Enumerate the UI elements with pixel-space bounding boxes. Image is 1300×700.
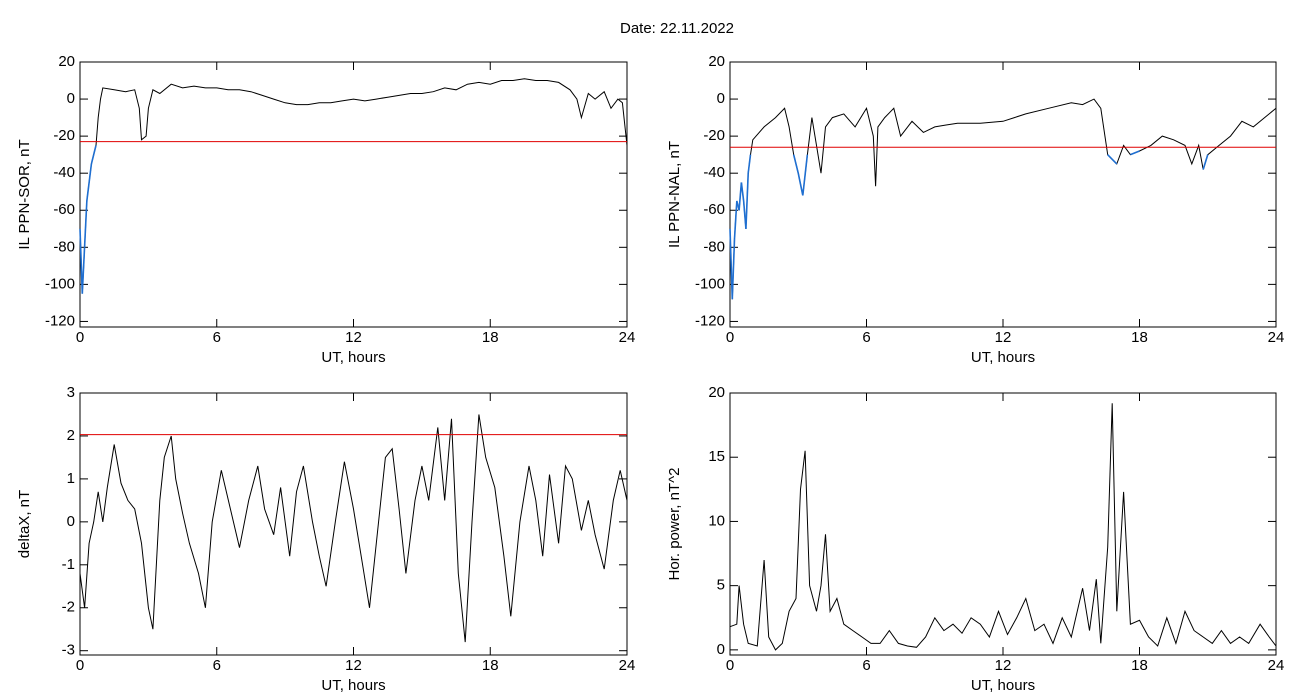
below-threshold-segment	[1107, 154, 1118, 165]
below-threshold-segment	[729, 228, 734, 300]
x-tick-label: 18	[1131, 329, 1148, 346]
data-line	[729, 403, 1277, 651]
y-tick-label: -60	[53, 201, 75, 218]
y-tick-label: 0	[717, 90, 725, 107]
x-axis-label: UT, hours	[321, 677, 385, 694]
x-tick-label: 24	[619, 329, 636, 346]
below-threshold-segment	[79, 228, 84, 294]
y-tick-label: -120	[695, 312, 725, 329]
x-tick-label: 18	[482, 657, 499, 674]
x-axis-label: UT, hours	[321, 349, 385, 366]
x-tick-label: 18	[1131, 657, 1148, 674]
y-axis-label: IL PPN-NAL, nT	[666, 141, 683, 248]
below-threshold-segment	[83, 200, 88, 248]
y-tick-label: -80	[53, 238, 75, 255]
y-tick-label: 3	[67, 384, 75, 401]
below-threshold-segment	[86, 182, 90, 202]
x-tick-label: 6	[862, 657, 870, 674]
below-threshold-segment	[1130, 150, 1140, 156]
data-line	[79, 414, 628, 643]
y-tick-label: -40	[703, 164, 725, 181]
y-tick-label: 20	[58, 53, 75, 70]
x-tick-label: 0	[726, 657, 734, 674]
y-axis-label: IL PPN-SOR, nT	[16, 139, 33, 249]
y-tick-label: -1	[62, 556, 75, 573]
x-tick-label: 0	[76, 329, 84, 346]
y-tick-label: -20	[703, 127, 725, 144]
y-tick-label: -100	[695, 275, 725, 292]
y-tick-label: -60	[703, 201, 725, 218]
below-threshold-segment	[88, 163, 93, 183]
y-tick-label: 15	[708, 448, 725, 465]
y-tick-label: 5	[717, 577, 725, 594]
x-tick-label: 24	[1268, 657, 1285, 674]
below-threshold-segment	[738, 182, 743, 211]
x-tick-label: 0	[76, 657, 84, 674]
x-tick-label: 0	[726, 329, 734, 346]
y-axis-label: deltaX, nT	[16, 490, 33, 558]
y-tick-label: 0	[67, 513, 75, 530]
y-tick-label: 20	[708, 384, 725, 401]
y-tick-label: 2	[67, 427, 75, 444]
below-threshold-segment	[745, 173, 749, 229]
x-tick-label: 12	[345, 329, 362, 346]
below-threshold-segment	[797, 173, 804, 196]
x-tick-label: 18	[482, 329, 499, 346]
y-tick-label: 20	[708, 53, 725, 70]
y-axis-label: Hor. power, nT^2	[666, 468, 683, 581]
below-threshold-segment	[733, 200, 738, 239]
figure-title: Date: 22.11.2022	[620, 20, 734, 37]
below-threshold-segment	[747, 154, 752, 174]
y-tick-label: -2	[62, 599, 75, 616]
y-tick-label: -120	[45, 312, 75, 329]
below-threshold-segment	[1202, 154, 1209, 170]
y-tick-label: 1	[67, 470, 75, 487]
below-threshold-segment	[802, 154, 809, 196]
y-tick-label: -40	[53, 164, 75, 181]
y-tick-label: -20	[53, 127, 75, 144]
below-threshold-segment	[792, 154, 800, 174]
x-tick-label: 24	[619, 657, 636, 674]
y-tick-label: 0	[67, 90, 75, 107]
x-tick-label: 12	[995, 329, 1012, 346]
x-tick-label: 12	[345, 657, 362, 674]
data-line	[729, 98, 1277, 300]
y-tick-label: -100	[45, 275, 75, 292]
x-tick-label: 6	[862, 329, 870, 346]
x-tick-label: 24	[1268, 329, 1285, 346]
x-tick-label: 6	[213, 657, 221, 674]
plot-frame	[79, 61, 628, 328]
x-tick-label: 6	[213, 329, 221, 346]
below-threshold-segment	[90, 154, 95, 165]
x-axis-label: UT, hours	[971, 677, 1035, 694]
y-tick-label: -3	[62, 642, 75, 659]
x-axis-label: UT, hours	[971, 349, 1035, 366]
below-threshold-segment	[81, 247, 86, 294]
y-tick-label: 0	[717, 641, 725, 658]
below-threshold-segment	[92, 145, 97, 155]
plot-frame	[729, 61, 1277, 328]
plot-frame	[729, 392, 1277, 656]
data-line	[79, 78, 628, 294]
y-tick-label: 10	[708, 512, 725, 529]
y-tick-label: -80	[703, 238, 725, 255]
below-threshold-segment	[731, 238, 736, 300]
below-threshold-segment	[740, 182, 745, 202]
x-tick-label: 12	[995, 657, 1012, 674]
